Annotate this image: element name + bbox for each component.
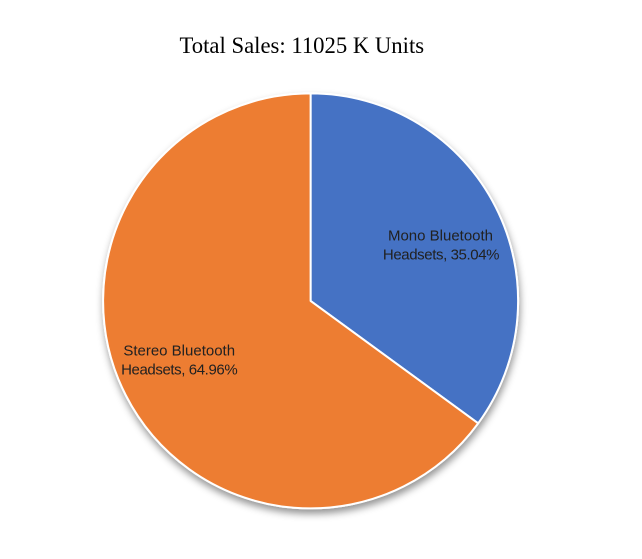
svg-text:Headsets, 35.04%: Headsets, 35.04% xyxy=(383,247,499,264)
svg-text:Stereo Bluetooth: Stereo Bluetooth xyxy=(123,343,235,360)
svg-text:Total Sales: 11025 K Units: Total Sales: 11025 K Units xyxy=(179,33,424,58)
svg-text:Mono Bluetooth: Mono Bluetooth xyxy=(388,228,493,245)
svg-text:Headsets, 64.96%: Headsets, 64.96% xyxy=(121,362,237,379)
